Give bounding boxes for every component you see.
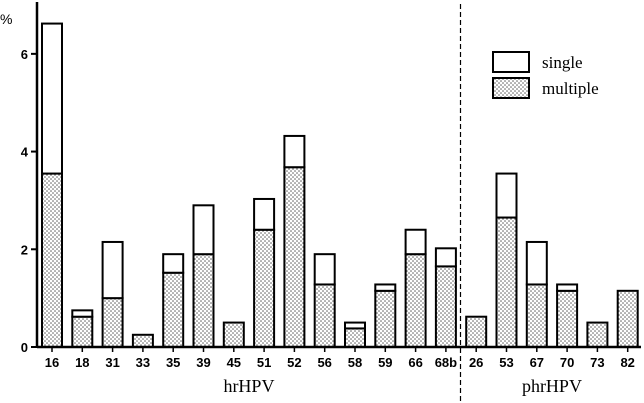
bar-multiple-67 [525, 283, 548, 349]
bar-single-68b [434, 247, 457, 268]
legend-label-multiple: multiple [542, 79, 599, 98]
x-tick-label-82: 82 [620, 355, 634, 370]
x-tick-label-33: 33 [136, 355, 150, 370]
bar-multiple-33 [131, 333, 154, 348]
bar-multiple-73 [586, 321, 609, 349]
x-tick-label-59: 59 [378, 355, 392, 370]
x-tick-label-35: 35 [166, 355, 180, 370]
y-tick-label-6: 6 [21, 47, 28, 62]
x-tick-label-67: 67 [530, 355, 544, 370]
group-labels: hrHPV phrHPV [223, 376, 582, 396]
x-tick-label-51: 51 [257, 355, 271, 370]
bar-multiple-56 [313, 283, 336, 349]
bar-multiple-53 [495, 216, 518, 348]
x-tick-label-52: 52 [287, 355, 301, 370]
bar-multiple-45 [222, 321, 245, 349]
bar-multiple-70 [556, 289, 579, 349]
bar-multiple-52 [283, 166, 306, 348]
x-tick-label-45: 45 [227, 355, 241, 370]
group-label-phrhpv: phrHPV [522, 376, 582, 396]
bar-multiple-18 [71, 315, 94, 348]
x-tick-label-66: 66 [408, 355, 422, 370]
x-tick-label-58: 58 [348, 355, 362, 370]
x-tick-label-39: 39 [196, 355, 210, 370]
y-tick-label-2: 2 [21, 242, 28, 257]
bar-single-58 [344, 321, 366, 330]
bar-multiple-58 [344, 327, 366, 349]
bar-single-35 [162, 253, 185, 274]
x-tick-label-26: 26 [469, 355, 483, 370]
legend-swatch-single [492, 51, 530, 73]
bar-single-18 [71, 309, 94, 318]
x-tick-label-68b: 68b [435, 355, 457, 370]
bar-multiple-68b [434, 265, 457, 348]
y-axis: 0 2 4 6 [21, 2, 39, 355]
bar-single-70 [556, 283, 579, 292]
bar-multiple-39 [192, 253, 215, 349]
bar-single-39 [192, 204, 215, 256]
bar-multiple-82 [616, 289, 639, 349]
bars-layer [41, 22, 639, 349]
bar-single-66 [404, 228, 427, 256]
bar-single-56 [313, 253, 336, 286]
y-tick-label-4: 4 [21, 145, 29, 160]
bar-single-59 [374, 283, 397, 292]
bar-multiple-16 [41, 172, 63, 348]
y-axis-unit: % [0, 11, 12, 27]
x-axis: 16 18 31 33 35 39 45 51 52 56 58 59 66 68b 26 53 67 70 73 8… [37, 345, 641, 370]
legend-label-single: single [542, 53, 583, 72]
bar-multiple-35 [162, 271, 185, 349]
x-tick-label-53: 53 [499, 355, 513, 370]
bar-multiple-51 [253, 228, 276, 348]
bar-single-53 [495, 172, 518, 219]
x-tick-label-18: 18 [75, 355, 89, 370]
bar-multiple-59 [374, 289, 397, 349]
bar-multiple-66 [404, 253, 427, 349]
legend: single multiple [492, 51, 599, 99]
group-label-hrhpv: hrHPV [223, 376, 274, 396]
bar-single-67 [525, 240, 548, 286]
x-tick-label-16: 16 [45, 355, 59, 370]
bar-multiple-26 [465, 315, 488, 348]
y-tick-label-0: 0 [21, 340, 28, 355]
x-tick-label-56: 56 [317, 355, 331, 370]
x-tick-label-73: 73 [590, 355, 604, 370]
x-tick-label-31: 31 [105, 355, 119, 370]
bar-multiple-31 [101, 297, 124, 348]
bar-single-31 [101, 240, 124, 300]
x-tick-label-70: 70 [560, 355, 574, 370]
bar-single-52 [283, 134, 306, 169]
legend-swatch-multiple [492, 77, 530, 99]
bar-single-16 [41, 22, 63, 175]
bar-single-51 [253, 197, 276, 231]
